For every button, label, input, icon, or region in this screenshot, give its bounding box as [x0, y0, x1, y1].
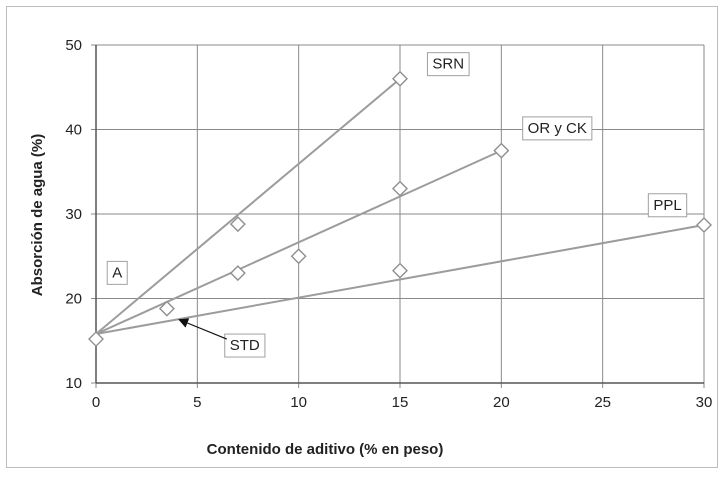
annotation-or-y-ck: OR y CK: [522, 116, 593, 141]
x-tick-label: 30: [696, 394, 713, 411]
data-point: [493, 142, 510, 159]
x-axis-title: Contenido de aditivo (% en peso): [207, 441, 444, 458]
annotation-label: OR y CK: [528, 120, 587, 137]
annotation-label: SRN: [432, 56, 464, 73]
annotation-label: PPL: [653, 197, 681, 214]
y-tick-label: 10: [65, 375, 82, 392]
x-tick-label: 5: [193, 394, 201, 411]
annotation-ppl: PPL: [647, 193, 688, 218]
annotation-label: A: [112, 264, 122, 281]
data-point: [158, 300, 175, 317]
y-tick-label: 40: [65, 122, 82, 139]
grid: [91, 44, 705, 388]
x-tick-label: 25: [594, 394, 611, 411]
annotation-box: [647, 193, 688, 218]
data-point: [392, 180, 408, 197]
x-tick-label: 0: [92, 394, 100, 411]
annotation-a: A: [106, 260, 128, 285]
y-axis-title: Absorción de agua (%): [29, 134, 46, 297]
x-tick-label: 15: [392, 394, 409, 411]
annotation-srn: SRN: [426, 52, 470, 77]
annotation-box: [522, 116, 593, 141]
data-point: [229, 216, 246, 233]
annotation-box: [426, 52, 470, 77]
y-tick-label: 20: [65, 291, 82, 308]
annotation-std: STD: [178, 318, 266, 358]
trend-line-srn: [95, 78, 401, 335]
data-point: [392, 70, 408, 87]
tick-labels: 0 5 10 15 20 25 30 10 20 30 40 50: [65, 37, 712, 411]
annotation-box: [224, 333, 266, 358]
data-point: [392, 262, 408, 279]
annotations: SRN OR y CK PPL A STD: [106, 52, 688, 358]
trend-line-ppl: [95, 224, 705, 335]
annotation-arrow: [178, 318, 227, 340]
y-tick-label: 30: [65, 206, 82, 223]
data-point: [229, 265, 246, 282]
chart-frame: 0 5 10 15 20 25 30 10 20 30 40 50 SRN OR y CK PPL A STD…: [6, 6, 718, 468]
trend-lines: [95, 78, 705, 335]
annotation-label: STD: [230, 337, 260, 354]
trend-line-or-y-ck: [95, 149, 502, 335]
data-point: [88, 331, 104, 348]
x-tick-label: 20: [493, 394, 510, 411]
data-points: [88, 70, 712, 348]
data-point: [290, 248, 307, 265]
annotation-box: [106, 260, 128, 285]
chart-svg: 0 5 10 15 20 25 30 10 20 30 40 50 SRN OR y CK PPL A STD…: [29, 37, 712, 458]
x-tick-label: 10: [290, 394, 307, 411]
y-tick-label: 50: [65, 37, 82, 54]
data-point: [696, 216, 712, 233]
